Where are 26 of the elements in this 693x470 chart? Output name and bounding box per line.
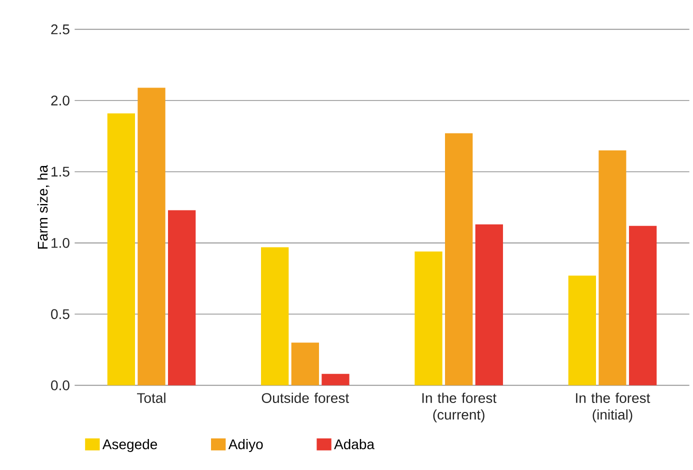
y-tick-label: 0.0 bbox=[51, 380, 70, 390]
y-tick-label: 1.5 bbox=[52, 166, 70, 177]
bar bbox=[445, 133, 473, 386]
legend-label: Adiyo bbox=[228, 438, 263, 452]
bar bbox=[568, 276, 596, 386]
y-axis-title: Farm size, ha bbox=[37, 164, 50, 249]
bar bbox=[598, 150, 626, 386]
bar bbox=[261, 247, 289, 386]
bar bbox=[107, 113, 136, 386]
legend-label: Asegede bbox=[102, 438, 158, 452]
x-tick-label: In the forest (initial) bbox=[576, 392, 650, 422]
y-tick-label: 1.0 bbox=[52, 238, 70, 248]
y-tick-label: 2.0 bbox=[51, 96, 70, 106]
bar bbox=[475, 224, 503, 386]
bar bbox=[414, 251, 442, 386]
bar bbox=[138, 88, 166, 386]
bar bbox=[291, 342, 319, 386]
bar bbox=[322, 374, 350, 386]
legend-label: Adaba bbox=[334, 438, 374, 450]
y-tick-label: 0.5 bbox=[51, 309, 70, 320]
x-tick-label: In the forest (current) bbox=[422, 392, 496, 422]
bar bbox=[628, 226, 657, 386]
y-tick-label: 2.5 bbox=[51, 24, 70, 34]
bar bbox=[168, 210, 196, 386]
x-tick-label: Total bbox=[137, 392, 166, 403]
x-tick-label: Outside forest bbox=[262, 392, 350, 403]
